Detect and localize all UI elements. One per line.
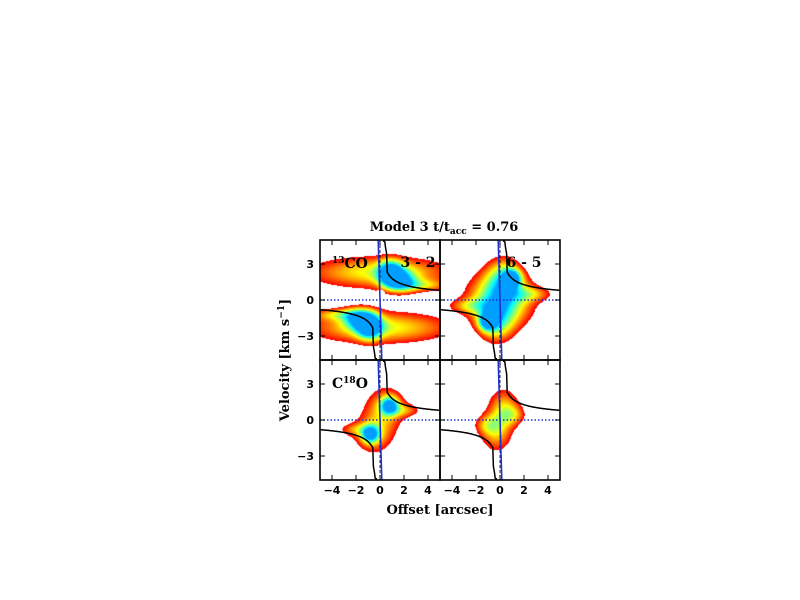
y-tick-label: −3 (297, 450, 314, 463)
infall-line (377, 359, 383, 481)
keplerian-curve-positive (383, 360, 440, 412)
y-tick-label: 3 (306, 378, 314, 391)
panels-group: −3 0 3 13CO 3 - 2 6 - 5 −4 −2 0 2 4 −3 0 3 C18O −4 −2 0 2 4 (297, 239, 561, 497)
keplerian-curve-negative (440, 308, 497, 360)
x-tick-label: 4 (544, 484, 552, 497)
keplerian-curve-negative (320, 308, 377, 360)
y-tick-label: 3 (306, 258, 314, 271)
molecule-label: 13CO (332, 256, 368, 272)
x-tick-label: −4 (444, 484, 461, 497)
molecule-label: C18O (332, 376, 368, 392)
x-tick-label: 0 (376, 484, 384, 497)
x-tick-label: 2 (400, 484, 408, 497)
panel-1: 6 - 5 (439, 239, 561, 361)
x-tick-label: −4 (324, 484, 341, 497)
keplerian-curve-negative (320, 428, 377, 480)
x-tick-label: 0 (496, 484, 504, 497)
y-tick-label: 0 (306, 414, 314, 427)
y-tick-label: 0 (306, 294, 314, 307)
x-axis-label: Offset [arcsec] (386, 503, 493, 518)
keplerian-curve-positive (503, 360, 560, 412)
infall-line (497, 239, 503, 361)
keplerian-curve-positive (383, 240, 440, 292)
y-axis-label: Velocity [km s−1] (277, 299, 293, 422)
x-tick-label: −2 (348, 484, 365, 497)
x-tick-label: 4 (424, 484, 432, 497)
panel-0: −3 0 3 13CO 3 - 2 (297, 239, 441, 361)
transition-label: 6 - 5 (506, 255, 541, 271)
infall-line (497, 359, 503, 481)
keplerian-curve-negative (440, 428, 497, 480)
keplerian-curve-positive (503, 240, 560, 292)
transition-label: 3 - 2 (400, 255, 435, 271)
panel-3: −4 −2 0 2 4 (439, 359, 561, 497)
y-tick-label: −3 (297, 330, 314, 343)
chart-title: Model 3 t/tacc = 0.76 (370, 220, 519, 237)
panel-2: −4 −2 0 2 4 −3 0 3 C18O (297, 359, 441, 497)
x-tick-label: −2 (468, 484, 485, 497)
infall-line (377, 239, 383, 361)
x-tick-label: 2 (520, 484, 528, 497)
